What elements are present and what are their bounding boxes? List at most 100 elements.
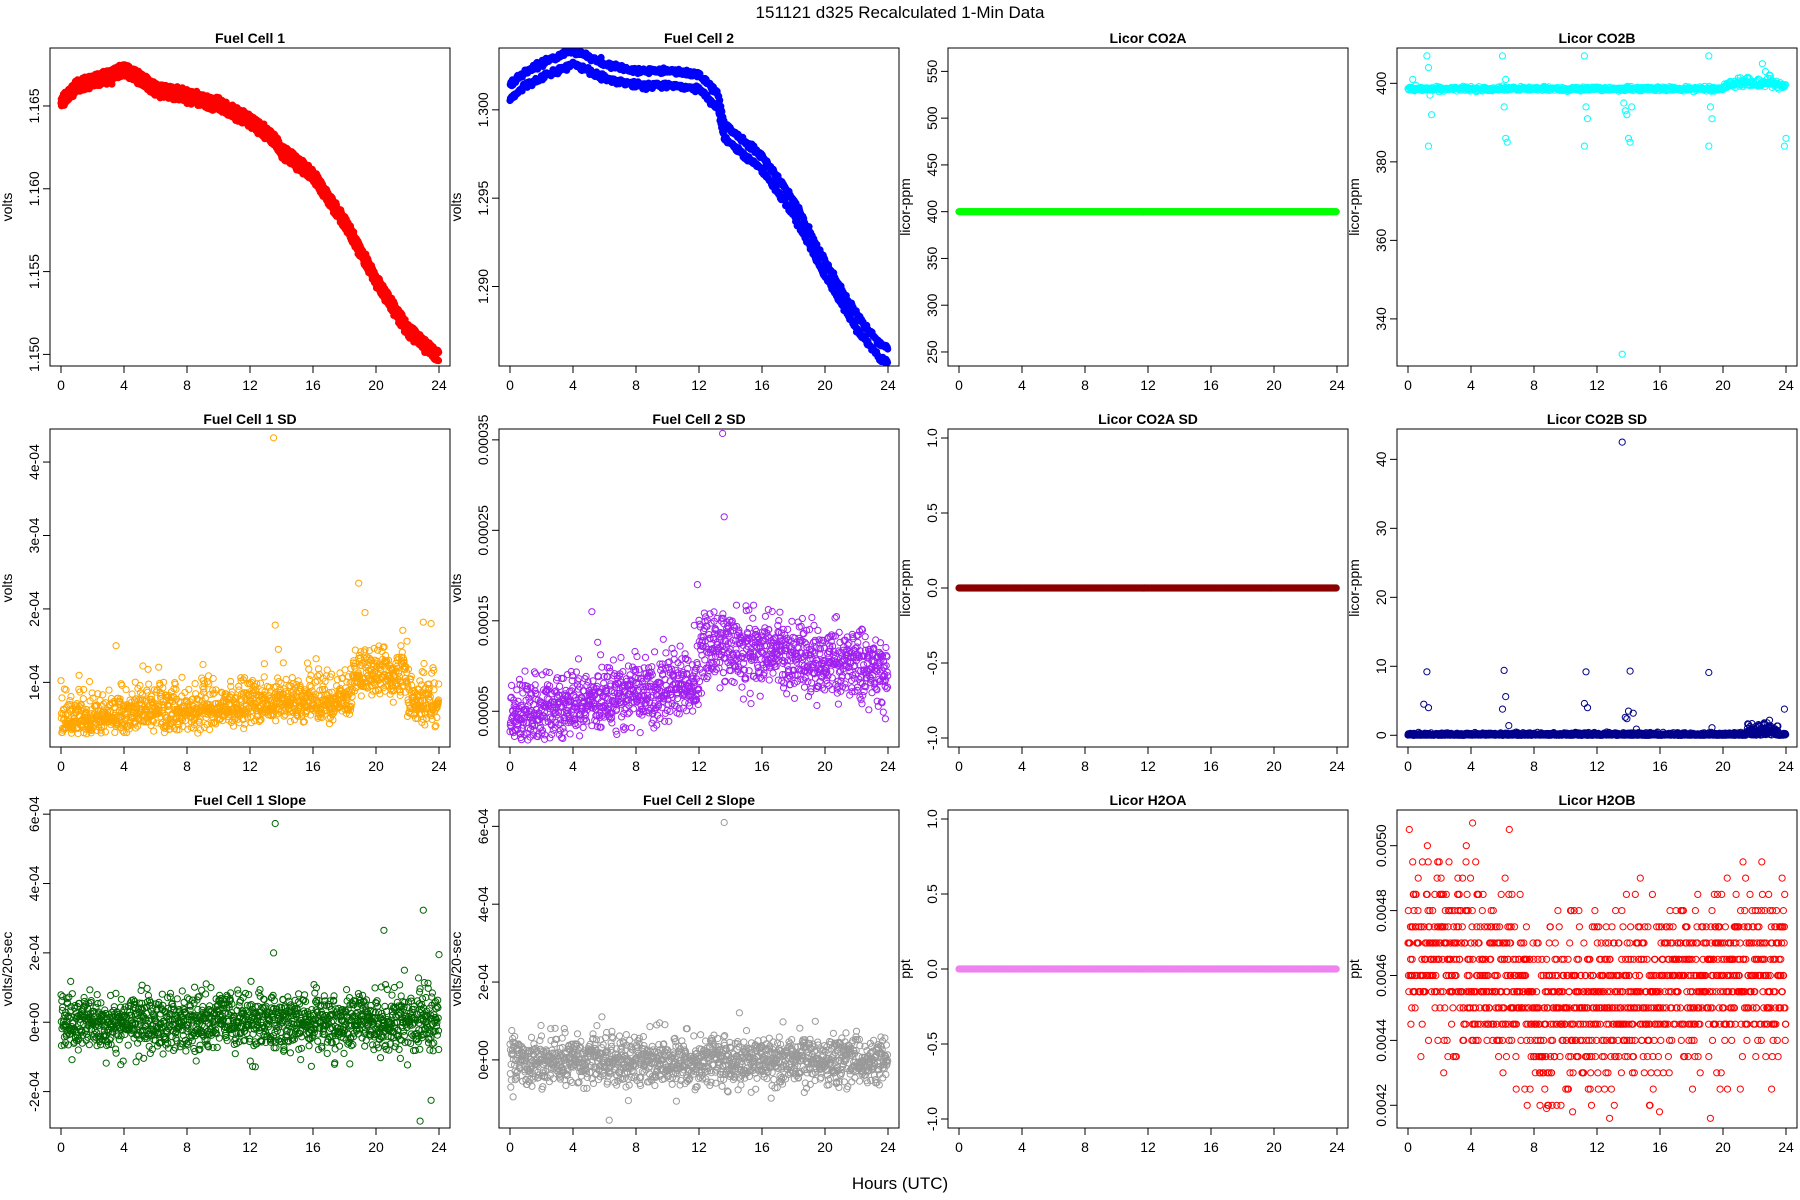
data-point — [716, 96, 724, 104]
figure-title: 151121 d325 Recalculated 1-Min Data — [756, 3, 1045, 22]
data-point — [1502, 134, 1510, 142]
x-tick-label: 4 — [1018, 377, 1026, 393]
x-tick-label: 16 — [754, 377, 770, 393]
x-tick-label: 16 — [1203, 377, 1219, 393]
y-tick-label: 400 — [924, 200, 940, 224]
data-point — [240, 725, 248, 733]
x-tick-label: 4 — [1467, 377, 1475, 393]
x-tick-label: 20 — [817, 377, 833, 393]
x-tick-label: 12 — [1589, 377, 1605, 393]
y-axis-label: licor-ppm — [897, 178, 913, 236]
data-point — [435, 348, 443, 356]
data-point — [150, 727, 158, 735]
data-point — [256, 679, 265, 687]
data-points — [57, 61, 443, 365]
data-point — [1428, 111, 1436, 119]
data-point — [111, 728, 119, 737]
panels-grid: Fuel Cell 10 4 8 12 16 20 241.1501.1551.1601.1… — [0, 30, 1798, 1155]
data-point — [1423, 52, 1431, 60]
data-point — [206, 726, 214, 734]
data-point — [58, 694, 66, 702]
data-point — [1503, 138, 1511, 146]
plot-frame — [498, 47, 900, 367]
x-tick-label: 16 — [305, 377, 321, 393]
data-point — [434, 357, 443, 365]
panel-title: Fuel Cell 1 SD — [203, 411, 296, 427]
data-point — [178, 673, 186, 681]
data-point — [1500, 103, 1508, 111]
y-tick-label: 250 — [924, 340, 940, 364]
data-point — [1626, 138, 1634, 146]
y-tick-label: 1.160 — [26, 171, 42, 206]
panel-title: Licor CO2A — [1109, 30, 1186, 46]
data-point — [205, 680, 213, 688]
data-points — [1404, 52, 1790, 358]
x-tick-label: 12 — [691, 377, 707, 393]
x-tick-label: 12 — [242, 377, 258, 393]
plot-frame — [1396, 47, 1798, 367]
data-point — [1580, 52, 1589, 60]
data-point — [199, 660, 207, 669]
y-tick-label: 380 — [1373, 150, 1389, 174]
data-point — [75, 671, 83, 679]
y-tick-label: 400 — [1373, 71, 1389, 95]
x-tick-label: 8 — [632, 377, 640, 393]
x-tick-label: 0 — [955, 377, 963, 393]
figure-xlabel: Hours (UTC) — [852, 1174, 948, 1193]
y-tick-label: 360 — [1373, 228, 1389, 252]
data-point — [1583, 115, 1592, 123]
data-point — [144, 665, 152, 673]
x-tick-label: 4 — [569, 377, 577, 393]
data-point — [155, 663, 163, 671]
data-point — [1628, 103, 1636, 111]
y-axis-label: volts — [448, 193, 464, 222]
y-tick-label: 1.295 — [475, 180, 491, 215]
y-tick-label: 350 — [924, 247, 940, 271]
data-point — [204, 672, 213, 680]
y-tick-label: 1.150 — [26, 337, 42, 372]
plot-frame — [49, 47, 451, 367]
data-point — [1624, 134, 1633, 142]
panel-fuel-cell-2: Fuel Cell 20 4 8 12 16 20 241.2901.2951.300vol… — [448, 30, 900, 393]
data-point — [884, 345, 892, 353]
data-point — [1498, 52, 1507, 60]
data-point — [145, 680, 153, 688]
panel-title: Fuel Cell 2 — [664, 30, 734, 46]
data-point — [1621, 107, 1629, 115]
data-point — [1705, 142, 1713, 150]
y-tick-label: 340 — [1373, 307, 1389, 331]
y-axis-label: licor-ppm — [1346, 178, 1362, 236]
data-point — [67, 692, 75, 701]
x-tick-label: 20 — [368, 377, 384, 393]
data-point — [79, 695, 87, 703]
y-tick-label: 1.290 — [475, 269, 491, 304]
x-tick-label: 0 — [1404, 377, 1412, 393]
x-tick-label: 4 — [120, 377, 128, 393]
data-point — [1758, 60, 1767, 68]
x-tick-label: 16 — [1652, 377, 1668, 393]
data-point — [1706, 103, 1715, 111]
data-point — [1332, 208, 1340, 216]
data-point — [883, 358, 892, 366]
x-tick-label: 8 — [1530, 377, 1538, 393]
y-tick-label: 450 — [924, 153, 940, 177]
data-point — [1708, 115, 1716, 123]
panel-title: Licor CO2B — [1558, 30, 1635, 46]
data-point — [1623, 111, 1631, 119]
data-points — [955, 208, 1340, 216]
x-tick-label: 0 — [506, 377, 514, 393]
data-point — [1705, 52, 1713, 60]
data-point — [1580, 142, 1589, 150]
x-tick-label: 24 — [1329, 377, 1345, 393]
data-point — [122, 686, 130, 694]
y-axis-label: volts — [0, 193, 15, 222]
x-tick-label: 24 — [431, 377, 447, 393]
y-tick-label: 550 — [924, 59, 940, 83]
data-point — [1582, 103, 1590, 111]
data-point — [1782, 134, 1790, 142]
panel-fuel-cell-1-sd: Fuel Cell 1 SD0 4 8 12 16 20 241e-042e-043e-04… — [0, 411, 451, 774]
panel-fuel-cell-1: Fuel Cell 10 4 8 12 16 20 241.1501.1551.1601.1… — [0, 30, 451, 393]
